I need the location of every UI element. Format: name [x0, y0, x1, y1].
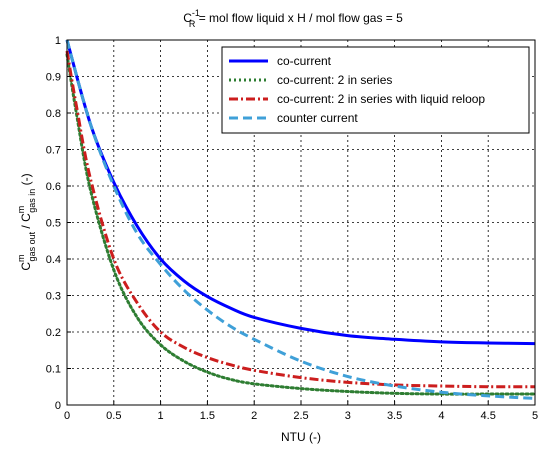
- x-tick-label: 0: [64, 410, 70, 422]
- x-tick-label: 3.5: [387, 410, 402, 422]
- legend-label-counter-current: counter current: [277, 111, 358, 125]
- x-tick-label: 2.5: [293, 410, 308, 422]
- y-tick-label: 0.2: [46, 327, 61, 339]
- x-axis-label: NTU (-): [281, 430, 321, 444]
- x-tick-label: 3: [345, 410, 351, 422]
- x-tick-label: 1: [158, 410, 164, 422]
- legend-label-co-current: co-current: [277, 54, 332, 68]
- y-tick-label: 0: [55, 400, 61, 412]
- series-line-counter-current: [65, 39, 536, 400]
- y-tick-label: 0.8: [46, 108, 61, 120]
- y-axis-label: Cmgas out / Cmgas in (-): [16, 173, 37, 270]
- x-tick-label: 4: [438, 410, 444, 422]
- y-tick-label: 1: [55, 35, 61, 47]
- y-axis-ticks: 0 0.1 0.2 0.3 0.4 0.5 0.6 0.7 0.8 0.9 1: [46, 35, 71, 412]
- legend: co-current co-current: 2 in series co-curr…: [221, 46, 530, 134]
- x-axis-ticks: 0 0.5 1 1.5 2 2.5 3 3.5 4 4.5 5: [64, 401, 538, 422]
- y-tick-label: 0.7: [46, 145, 61, 157]
- x-tick-label: 4.5: [481, 410, 496, 422]
- legend-label-co-current-2-in-series: co-current: 2 in series: [277, 73, 392, 87]
- legend-box: [221, 46, 530, 134]
- legend-label-co-current-2-in-series-with-liquid-reloop: co-current: 2 in series with liquid relo…: [277, 92, 485, 106]
- series-line-co-current-2-in-series-with-liquid-reloop: [65, 50, 536, 389]
- y-tick-label: 0.9: [46, 72, 61, 84]
- y-tick-label: 0.1: [46, 364, 61, 376]
- x-tick-label: 1.5: [200, 410, 215, 422]
- chart-title: C-1 R = mol flow liquid x H / mol flow ga…: [183, 8, 403, 29]
- x-tick-label: 0.5: [106, 410, 121, 422]
- x-tick-label: 5: [532, 410, 538, 422]
- series-line-co-current-2-in-series: [65, 53, 537, 396]
- series-line-co-current: [65, 39, 536, 346]
- y-tick-label: 0.6: [46, 181, 61, 193]
- y-tick-label: 0.3: [46, 291, 61, 303]
- y-tick-label: 0.4: [46, 254, 61, 266]
- x-tick-label: 2: [251, 410, 257, 422]
- series-lines: [65, 39, 537, 400]
- y-tick-label: 0.5: [46, 218, 61, 230]
